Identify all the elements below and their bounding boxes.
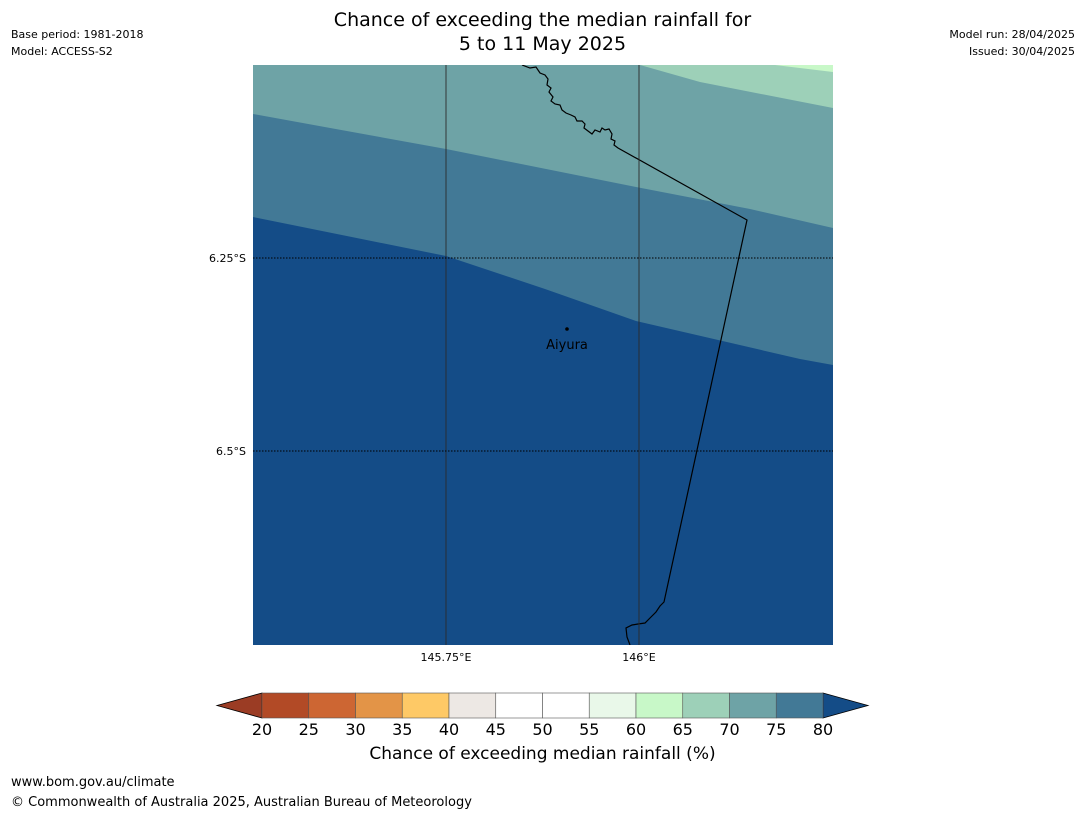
colorbar-segment	[261, 692, 310, 719]
colorbar-tick-label: 25	[299, 720, 319, 739]
colorbar-tick-label: 20	[252, 720, 272, 739]
latitude-label-6-25s: 6.25°S	[209, 252, 246, 265]
probability-band-60-65	[775, 65, 833, 72]
metadata-right: Model run: 28/04/2025 Issued: 30/04/2025	[949, 26, 1075, 60]
colorbar-segment	[682, 692, 730, 719]
colorbar-tick-label: 75	[766, 720, 786, 739]
colorbar-tick-label: 55	[579, 720, 599, 739]
colorbar-segment	[448, 692, 497, 719]
colorbar-tick-label: 65	[673, 720, 693, 739]
colorbar-segment	[495, 692, 543, 719]
model-name: Model: ACCESS-S2	[11, 45, 113, 58]
latitude-label-6-5s: 6.5°S	[216, 445, 246, 458]
metadata-left: Base period: 1981-2018 Model: ACCESS-S2	[11, 26, 143, 60]
colorbar: 20 25 30 35 40 45 50 55 60 65 70 75 80	[215, 692, 870, 739]
town-label-aiyura: Aiyura	[546, 338, 588, 353]
colorbar-segment	[542, 692, 590, 719]
colorbar-segment	[588, 692, 637, 719]
model-run-date: Model run: 28/04/2025	[949, 28, 1075, 41]
colorbar-extend-below	[215, 692, 263, 719]
issued-date: Issued: 30/04/2025	[968, 45, 1075, 58]
colorbar-tick-label: 45	[486, 720, 506, 739]
colorbar-tick-label: 35	[392, 720, 412, 739]
colorbar-segment	[355, 692, 403, 719]
colorbar-tick-label: 60	[626, 720, 646, 739]
colorbar-segment	[308, 692, 356, 719]
colorbar-segment	[401, 692, 450, 719]
colorbar-tick-label: 70	[719, 720, 739, 739]
colorbar-segment	[775, 692, 824, 719]
title-line-1: Chance of exceeding the median rainfall …	[333, 9, 752, 31]
colorbar-tick-label: 50	[532, 720, 552, 739]
colorbar-tick-label: 80	[813, 720, 833, 739]
coastline-border	[521, 65, 748, 645]
longitude-label-146e: 146°E	[622, 651, 655, 664]
colorbar-extend-above	[822, 692, 870, 719]
colorbar-label: Chance of exceeding median rainfall (%)	[369, 744, 716, 764]
colorbar-tick-label: 40	[439, 720, 459, 739]
map: Aiyura 6.25°S 6.5°S 145.75°E 146°E	[209, 65, 833, 664]
title-line-2: 5 to 11 May 2025	[458, 33, 627, 55]
colorbar-tick-label: 30	[345, 720, 365, 739]
map-area: Aiyura	[253, 65, 833, 645]
longitude-label-145-75e: 145.75°E	[421, 651, 472, 664]
copyright-notice: © Commonwealth of Australia 2025, Austra…	[11, 795, 472, 810]
probability-band-65-70	[585, 65, 833, 108]
map-title: Chance of exceeding the median rainfall …	[0, 8, 1085, 56]
colorbar-segment	[635, 692, 684, 719]
website-link: www.bom.gov.au/climate	[11, 775, 175, 790]
colorbar-segment	[729, 692, 777, 719]
town-marker-aiyura	[565, 327, 569, 331]
base-period: Base period: 1981-2018	[11, 28, 144, 41]
